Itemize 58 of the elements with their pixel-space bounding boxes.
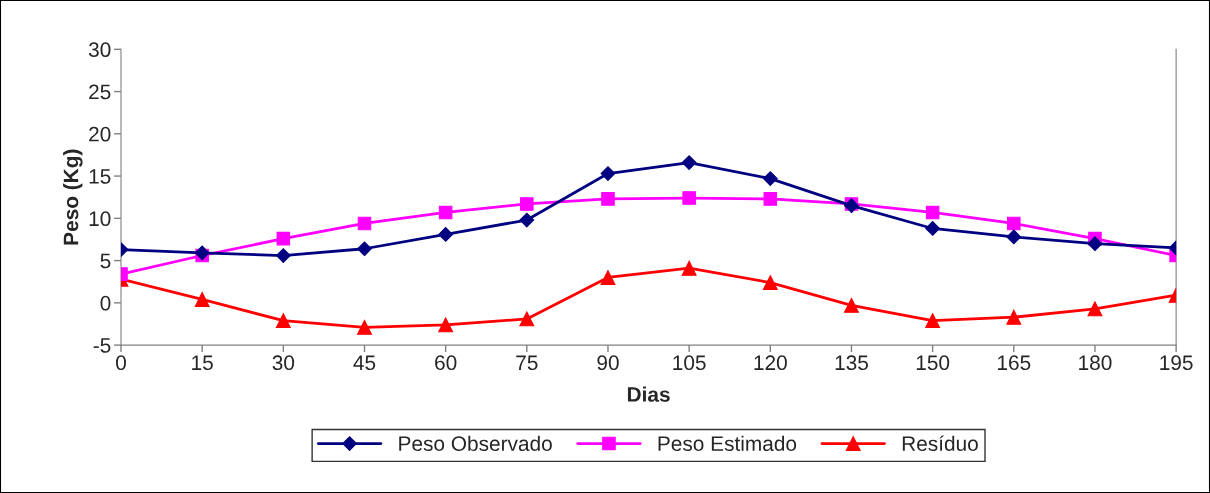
y-tick-label: 0 (100, 295, 111, 311)
point (519, 311, 535, 327)
y-tick-label: 15 (89, 169, 111, 184)
legend-label: Peso Observado (399, 435, 552, 452)
x-tick-label: 30 (272, 355, 295, 371)
x-tick-label: 120 (754, 355, 787, 371)
x-tick-label: 60 (435, 355, 457, 371)
y-tick-label: 10 (89, 211, 111, 227)
point (844, 297, 859, 313)
y-tick-label: -5 (93, 338, 111, 353)
legend-label: Peso Estimado (658, 435, 797, 452)
point (600, 166, 616, 181)
x-tick-label: 15 (192, 355, 213, 371)
legend-label: Resíduo (902, 435, 978, 452)
x-tick-label: 45 (353, 355, 376, 371)
point (762, 275, 778, 291)
point (275, 248, 291, 263)
point (1087, 301, 1103, 317)
point (925, 221, 941, 236)
point (1087, 236, 1103, 252)
x-axis-title: Dias (627, 386, 670, 402)
point (681, 260, 697, 276)
point (601, 192, 615, 206)
point (681, 155, 697, 170)
point (763, 192, 778, 206)
point (519, 212, 535, 228)
point (925, 313, 941, 329)
x-tick-label: 0 (116, 355, 126, 371)
y-tick-label: 20 (89, 126, 111, 142)
point (438, 205, 453, 220)
point (438, 317, 454, 333)
point (1007, 216, 1021, 231)
point (520, 197, 534, 211)
point (682, 191, 696, 205)
point (762, 171, 778, 186)
x-tick-label: 75 (516, 355, 538, 371)
x-tick-label: 165 (998, 355, 1031, 371)
y-tick-label: 30 (88, 42, 111, 58)
point (276, 231, 291, 246)
x-tick-label: 195 (1160, 355, 1193, 371)
x-tick-label: 180 (1079, 355, 1112, 371)
point (1006, 309, 1022, 325)
point (357, 319, 372, 335)
y-tick-label: 5 (100, 253, 111, 269)
y-tick-label: 25 (89, 84, 111, 100)
point (1006, 229, 1022, 245)
point (600, 270, 616, 285)
x-tick-label: 150 (916, 355, 950, 371)
y-axis-title: Peso (Kg) (63, 149, 83, 245)
point (275, 313, 291, 329)
x-tick-label: 105 (673, 355, 706, 371)
point (357, 216, 372, 231)
point (194, 292, 210, 307)
x-tick-label: 90 (597, 355, 619, 371)
point (925, 205, 940, 220)
point (438, 226, 454, 242)
x-tick-label: 135 (835, 355, 868, 371)
point (357, 241, 372, 257)
